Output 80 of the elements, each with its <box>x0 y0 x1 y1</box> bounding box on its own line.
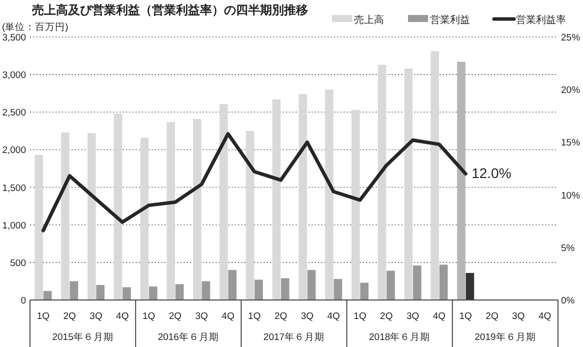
bar <box>228 270 237 300</box>
bar <box>378 64 386 300</box>
bar <box>272 99 281 300</box>
y2-tick-label: 0% <box>561 296 576 306</box>
text: (単位：百万円) <box>2 21 68 33</box>
bar <box>430 51 439 300</box>
x-tick-label: 2Q <box>380 311 393 322</box>
bar <box>193 118 202 300</box>
x-tick-label: 3Q <box>300 311 314 322</box>
bar <box>70 281 78 300</box>
x-tick-label: 3Q <box>195 311 208 322</box>
text: 2017年６月期 <box>263 331 325 343</box>
bar <box>254 280 263 300</box>
y-tick-label: 0 <box>20 296 26 306</box>
x-tick-label: 2Q <box>63 311 76 322</box>
x-tick-label: 3Q <box>90 311 102 322</box>
bar <box>386 270 395 300</box>
bar <box>149 286 158 300</box>
y2-tick-label: 25% <box>561 32 581 44</box>
bar <box>202 281 210 300</box>
y-tick-label: 500 <box>10 258 26 269</box>
y-tick-label: 3,000 <box>2 70 26 82</box>
y-tick-label: 2,500 <box>2 108 26 119</box>
bar <box>404 68 413 300</box>
y-tick-label: 1,000 <box>2 220 26 232</box>
bar <box>351 110 360 300</box>
x-tick-label: 1Q <box>354 311 366 322</box>
x-tick-label: 1Q <box>142 311 156 322</box>
y2-tick-label: 15% <box>561 138 581 149</box>
bar <box>325 90 334 300</box>
x-tick-label: 4Q <box>222 311 234 322</box>
bar <box>114 114 122 300</box>
bar <box>43 290 52 300</box>
bar <box>96 284 105 300</box>
x-tick-label: 4Q <box>116 311 129 322</box>
x-tick-label: 2Q <box>274 311 288 322</box>
x-tick-label: 4Q <box>538 311 552 322</box>
bar <box>87 133 96 300</box>
legend-label: 営業利益率 <box>516 14 566 26</box>
bar <box>298 94 307 300</box>
bar <box>466 272 474 300</box>
bar <box>457 62 466 300</box>
bar <box>175 284 184 300</box>
legend-label: 売上高 <box>354 14 384 26</box>
text: 2019年６月期 <box>474 331 536 343</box>
bar <box>413 265 422 300</box>
y2-tick-label: 20% <box>561 85 581 96</box>
text: 2018年６月期 <box>369 331 430 343</box>
data-label: 12.0% <box>472 164 512 181</box>
bar <box>34 154 43 300</box>
x-tick-label: 2Q <box>168 311 182 322</box>
y2-tick-label: 5% <box>561 242 576 254</box>
y2-tick-label: 10% <box>561 190 581 202</box>
legend-label: 営業利益 <box>430 14 470 26</box>
bar <box>122 287 131 300</box>
line-series <box>41 132 468 232</box>
x-tick-label: 4Q <box>327 311 340 322</box>
x-tick-label: 1Q <box>459 311 472 322</box>
bar <box>281 278 290 300</box>
x-tick-label: 2Q <box>486 311 498 322</box>
x-tick-label: 1Q <box>248 311 261 322</box>
text: 2016年６月期 <box>158 331 219 343</box>
bar <box>219 104 228 300</box>
bar <box>360 282 369 300</box>
y-tick-label: 3,500 <box>2 32 26 44</box>
text: 2015年６月期 <box>52 331 114 343</box>
bar <box>307 270 316 300</box>
bar <box>246 130 254 300</box>
x-tick-label: 1Q <box>36 311 50 322</box>
y-tick-label: 2,000 <box>2 145 26 156</box>
x-tick-label: 4Q <box>432 311 446 322</box>
chart-title: 売上高及び営業利益（営業利益率）の四半期別推移 <box>32 3 308 17</box>
x-tick-label: 3Q <box>406 311 420 322</box>
bar <box>334 278 342 300</box>
bar <box>439 264 448 300</box>
y-tick-label: 1,500 <box>2 182 26 194</box>
x-tick-label: 3Q <box>512 311 525 322</box>
bar <box>166 122 175 300</box>
bar <box>140 138 149 300</box>
bar <box>61 132 70 300</box>
